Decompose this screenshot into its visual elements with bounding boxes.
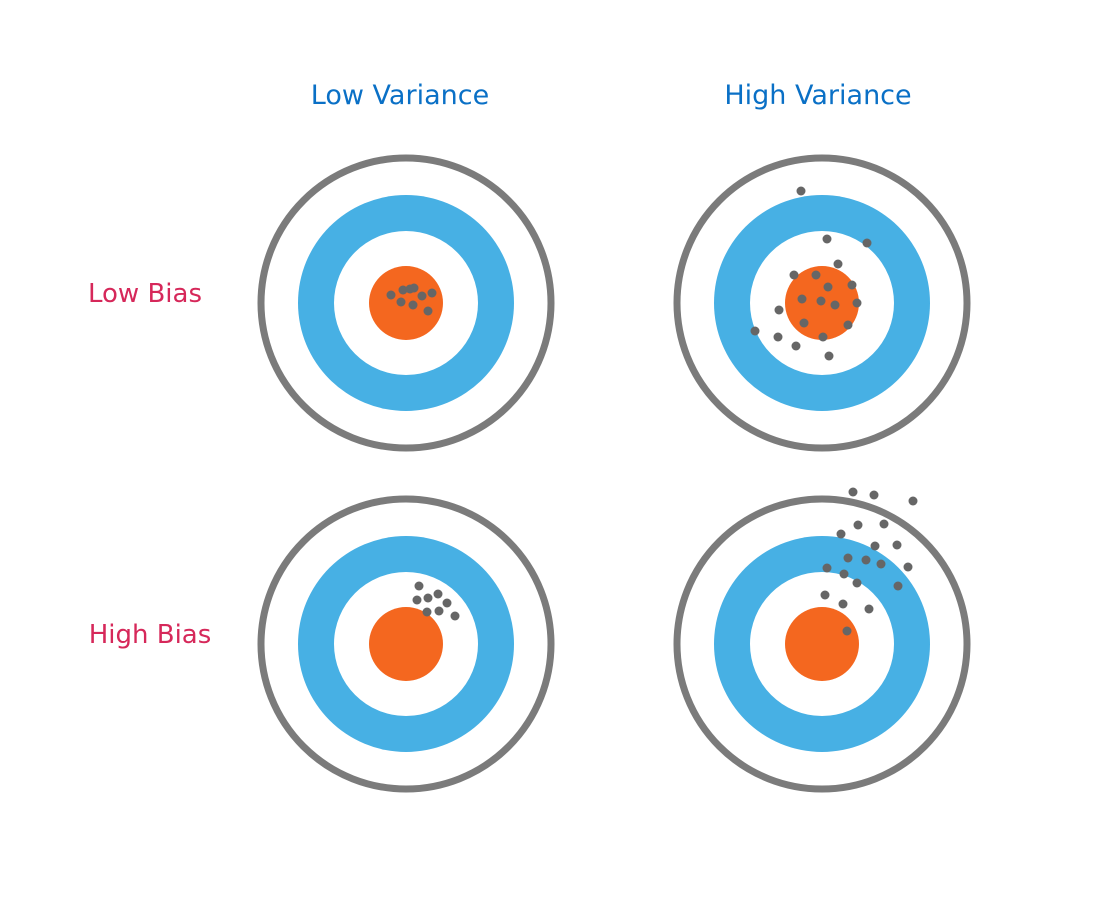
target-high-bias-low-variance [257,495,555,793]
shot-dot [427,288,437,298]
shot-dot [864,604,874,614]
shot-dot [409,283,419,293]
shot-dot [843,320,853,330]
bullseye [369,607,443,681]
shot-dot [417,291,427,301]
shot-dot [796,186,806,196]
shot-dot [838,599,848,609]
shot-dot [398,285,408,295]
shot-dot [422,607,432,617]
shot-dot [893,581,903,591]
shot-dot [836,529,846,539]
shot-dot [842,626,852,636]
shot-dot [862,238,872,248]
shot-dot [450,611,460,621]
shot-dot [822,563,832,573]
shot-dot [816,296,826,306]
shot-dot [789,270,799,280]
shot-dot [442,598,452,608]
column-header-high-variance: High Variance [724,80,911,111]
shot-dot [774,305,784,315]
target-low-bias-low-variance [257,154,555,452]
shot-dot [853,520,863,530]
shot-dot [412,595,422,605]
shot-dot [852,578,862,588]
shot-dot [861,555,871,565]
shot-dot [818,332,828,342]
shot-dot [434,606,444,616]
shot-dot [408,300,418,310]
shot-dot [870,541,880,551]
shot-dot [879,519,889,529]
shot-dot [773,332,783,342]
shot-dot [876,559,886,569]
shot-dot [830,300,840,310]
shot-dot [797,294,807,304]
shot-dot [824,351,834,361]
shot-dot [843,553,853,563]
target-high-bias-high-variance [673,487,971,793]
shot-dot [833,259,843,269]
shot-dot [433,589,443,599]
shot-dot [811,270,821,280]
shot-dot [396,297,406,307]
bullseye [785,607,859,681]
shot-dot [820,590,830,600]
shot-dot [423,593,433,603]
shot-dot [823,282,833,292]
shot-dot [799,318,809,328]
row-header-high-bias: High Bias [89,620,212,650]
shot-dot [847,280,857,290]
row-header-low-bias: Low Bias [88,279,202,309]
shot-dot [423,306,433,316]
column-header-low-variance: Low Variance [311,80,489,111]
shot-dot [386,290,396,300]
shot-dot [848,487,858,497]
shot-dot [892,540,902,550]
bullseye [369,266,443,340]
shot-dot [822,234,832,244]
shot-dot [852,298,862,308]
shot-dot [414,581,424,591]
shot-dot [908,496,918,506]
shot-dot [869,490,879,500]
shot-dot [903,562,913,572]
shot-dot [839,569,849,579]
shot-dot [750,326,760,336]
shot-dot [791,341,801,351]
target-low-bias-high-variance [673,154,971,452]
